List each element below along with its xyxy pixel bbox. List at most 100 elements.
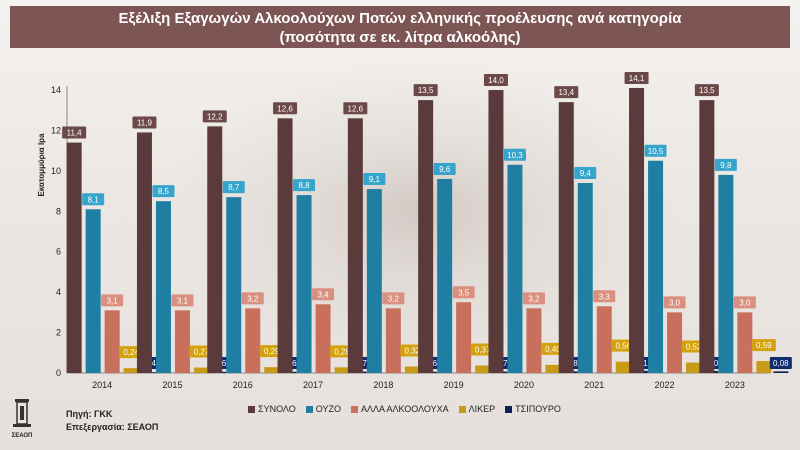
data-label: 9,6 <box>439 165 451 174</box>
legend-swatch <box>458 405 466 413</box>
data-label: 3,3 <box>599 292 611 301</box>
bar-ouzo <box>155 201 171 373</box>
data-label: 0,28 <box>334 347 350 356</box>
bar-total <box>558 102 574 373</box>
logo-text: ΣΕΑΟΠ <box>12 433 33 439</box>
data-label: 3,2 <box>247 294 259 303</box>
data-label-box <box>363 173 386 186</box>
bar-liqueur <box>193 367 209 373</box>
data-label-box <box>483 74 508 86</box>
x-tick-label: 2021 <box>584 380 604 390</box>
data-label-box <box>82 193 105 206</box>
data-label: 11,4 <box>67 129 83 138</box>
data-label-box <box>522 292 545 305</box>
bar-liqueur <box>264 367 280 373</box>
data-label: 12,6 <box>277 104 293 113</box>
y-tick-label: 14 <box>51 85 61 95</box>
bar-total <box>347 118 363 373</box>
bar-liqueur <box>615 361 631 373</box>
bar-ouzo <box>577 182 593 373</box>
data-label-box <box>751 339 776 352</box>
legend-label: ΤΣΙΠΟΥΡΟ <box>515 404 561 414</box>
data-label: 0,52 <box>686 342 702 351</box>
data-label-box <box>132 116 157 129</box>
data-label: 3,0 <box>669 298 681 307</box>
data-label-box <box>554 86 579 99</box>
legend-item: ΣΥΝΟΛΟ <box>248 404 296 414</box>
data-label-box <box>593 290 616 303</box>
data-label: 12,6 <box>348 104 364 113</box>
legend-item: ΑΛΛΑ ΑΛΚΟΟΛΟΥΧΑ <box>350 404 449 414</box>
data-label: 0,59 <box>756 341 772 350</box>
y-tick-label: 10 <box>51 166 61 176</box>
x-tick-label: 2014 <box>92 380 112 390</box>
data-label: 3,2 <box>528 294 540 303</box>
source-block: Πηγή: ΓΚΚ Επεξεργασία: ΣΕΑΟΠ <box>66 408 158 434</box>
data-label-box <box>273 102 298 115</box>
bar-other <box>526 308 542 373</box>
chart-legend: ΣΥΝΟΛΟ ΟΥΖΟ ΑΛΛΑ ΑΛΚΟΟΛΟΥΧΑ ΛΙΚΕΡ ΤΣΙΠΟΥΡΟ <box>248 402 561 416</box>
data-label: 3,4 <box>317 290 329 299</box>
bar-ouzo <box>366 189 382 373</box>
legend-label: ΣΥΝΟΛΟ <box>258 404 296 414</box>
data-label-box <box>769 357 792 369</box>
bar-other <box>456 302 472 373</box>
bar-other <box>385 308 401 373</box>
data-label: 8,8 <box>298 181 310 190</box>
data-label: 3,1 <box>177 296 189 305</box>
data-label-box <box>202 110 227 123</box>
bar-total <box>207 126 223 373</box>
data-label: 8,5 <box>158 187 170 196</box>
data-label: 10,3 <box>507 151 523 160</box>
data-label-box <box>382 292 405 305</box>
data-label-box <box>62 126 87 139</box>
x-tick-label: 2016 <box>233 380 253 390</box>
bar-total <box>277 118 293 373</box>
source-label: Πηγή: ΓΚΚ <box>66 409 113 419</box>
data-label: 13,4 <box>558 88 574 97</box>
y-tick-label: 6 <box>56 247 61 257</box>
x-tick-label: 2018 <box>373 380 393 390</box>
legend-label: ΛΙΚΕΡ <box>468 404 496 414</box>
bar-liqueur <box>123 368 139 373</box>
bar-ouzo <box>718 174 734 373</box>
bar-liqueur <box>334 367 350 373</box>
processing-label: Επεξεργασία: ΣΕΑΟΠ <box>66 422 159 432</box>
data-label: 0,27 <box>194 348 210 357</box>
bar-other <box>315 304 331 373</box>
data-label-box <box>241 292 264 305</box>
data-label-box <box>503 148 526 161</box>
y-axis-label: Εκατομμύρια lpa <box>37 133 46 197</box>
data-label: 0,37 <box>475 346 491 355</box>
data-label-box <box>222 181 245 194</box>
data-label: 0,08 <box>773 359 789 368</box>
bar-ouzo <box>226 197 242 373</box>
chart-subtitle: (ποσότητα σε εκ. λίτρα αλκοόλης) <box>279 29 521 46</box>
bar-liqueur <box>686 362 702 373</box>
bar-other <box>245 308 261 373</box>
data-label-box <box>663 296 686 309</box>
legend-swatch <box>505 405 513 413</box>
bar-ouzo <box>437 178 453 373</box>
data-label-box <box>413 84 438 97</box>
x-tick-label: 2015 <box>162 380 182 390</box>
bar-ouzo <box>296 195 312 373</box>
x-tick-label: 2017 <box>303 380 323 390</box>
legend-swatch <box>248 405 255 413</box>
data-label-box <box>171 294 194 307</box>
bar-other <box>667 312 683 373</box>
data-label: 8,1 <box>88 195 100 204</box>
bar-total <box>488 90 504 373</box>
x-tick-label: 2020 <box>514 380 534 390</box>
y-tick-label: 2 <box>56 328 61 338</box>
bar-total <box>418 100 434 373</box>
bar-other <box>104 310 120 373</box>
bar-liqueur <box>475 365 491 373</box>
data-label-box <box>714 158 737 171</box>
data-label: 12,2 <box>207 112 223 121</box>
bar-other <box>596 306 612 373</box>
bar-total <box>136 132 152 373</box>
chart-title: Εξέλιξη Εξαγωγών Αλκοολούχων Ποτών ελλην… <box>118 10 682 27</box>
data-label: 3,2 <box>388 294 400 303</box>
bar-ouzo <box>85 209 101 373</box>
